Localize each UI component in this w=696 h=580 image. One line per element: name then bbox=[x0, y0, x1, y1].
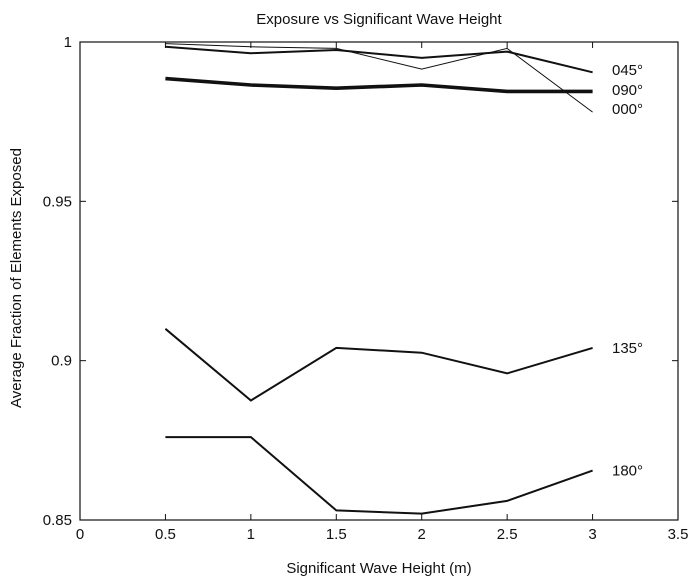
series-labels: 045° 090° 000° 135° 180° bbox=[612, 62, 643, 480]
y-tick-label: 0.85 bbox=[43, 512, 72, 529]
series-label: 000° bbox=[612, 101, 643, 118]
x-tick-label: 2 bbox=[418, 526, 426, 543]
series-label: 180° bbox=[612, 463, 643, 480]
y-tick-label: 0.95 bbox=[43, 193, 72, 210]
chart-title: Exposure vs Significant Wave Height bbox=[256, 11, 502, 28]
series-line bbox=[165, 76, 593, 94]
x-tick-label: 3.5 bbox=[668, 526, 689, 543]
x-tick-label: 3 bbox=[588, 526, 596, 543]
x-tick-label: 1.5 bbox=[326, 526, 347, 543]
series-line bbox=[165, 436, 593, 515]
y-tick-label: 0.9 bbox=[51, 353, 72, 370]
x-axis: 0 0.5 1 1.5 2 2.5 3 3.5 bbox=[76, 42, 689, 543]
x-tick-label: 1 bbox=[247, 526, 255, 543]
x-tick-label: 0.5 bbox=[155, 526, 176, 543]
y-axis-title: Average Fraction of Elements Exposed bbox=[8, 148, 25, 408]
x-tick-label: 0 bbox=[76, 526, 84, 543]
series-label: 090° bbox=[612, 82, 643, 99]
series-lines bbox=[164, 43, 593, 515]
x-tick-label: 2.5 bbox=[497, 526, 518, 543]
series-line bbox=[164, 328, 593, 402]
series-line bbox=[165, 43, 593, 113]
y-tick-label: 1 bbox=[64, 34, 72, 51]
series-line bbox=[165, 45, 593, 74]
plot-area-frame bbox=[79, 41, 679, 521]
series-label: 135° bbox=[612, 340, 643, 357]
y-axis: 0.85 0.9 0.95 1 bbox=[43, 34, 678, 529]
series-label: 045° bbox=[612, 62, 643, 79]
x-axis-title: Significant Wave Height (m) bbox=[286, 560, 471, 577]
